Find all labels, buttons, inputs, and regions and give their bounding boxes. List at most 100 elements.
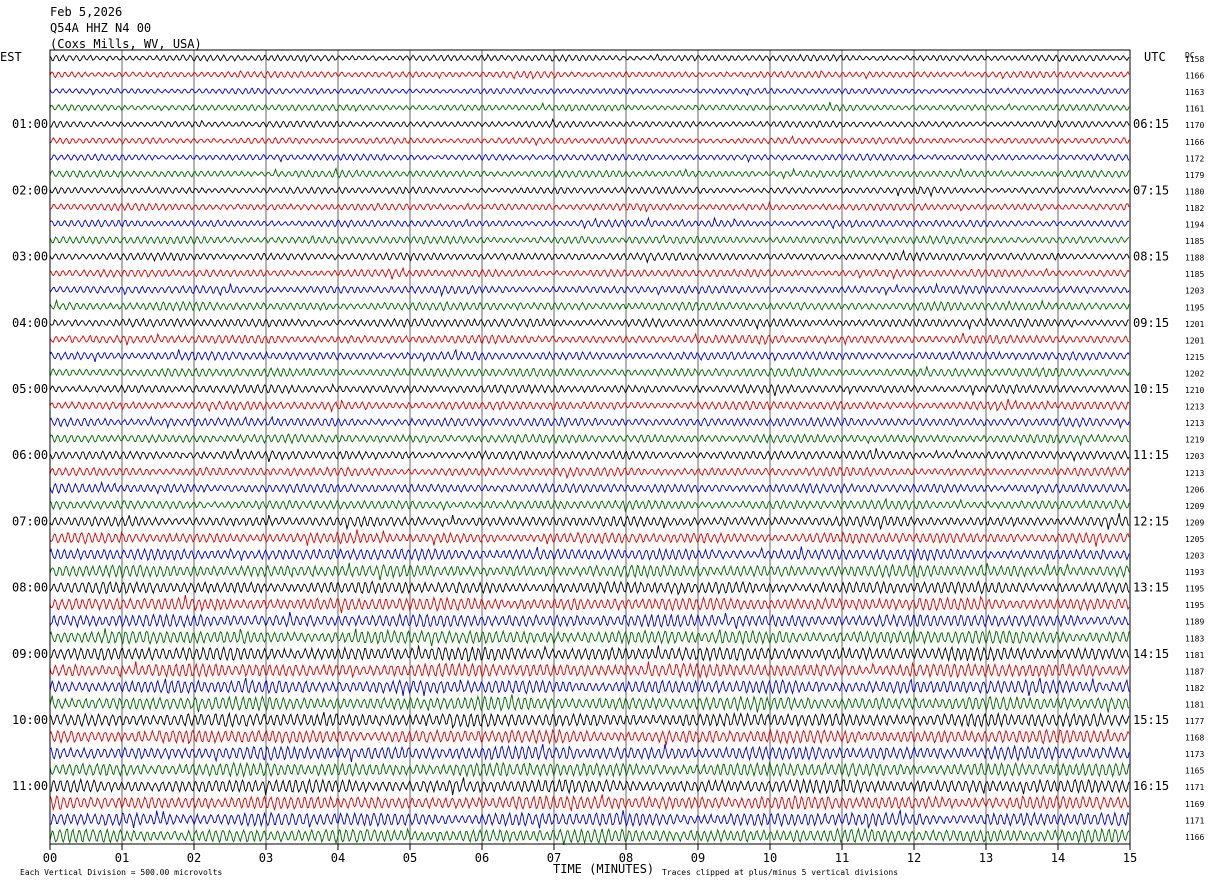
- seismic-trace: [49, 661, 1130, 680]
- dc-offset-value: 1166: [1185, 833, 1204, 842]
- est-hour-label: 01:00: [12, 117, 48, 131]
- dc-offset-value: 1209: [1185, 518, 1204, 527]
- dc-offset-value: 1166: [1185, 72, 1204, 81]
- seismic-trace: [49, 728, 1130, 746]
- dc-offset-value: 1161: [1185, 105, 1204, 114]
- dc-offset-value: 1210: [1185, 386, 1204, 395]
- chart-header: Feb 5,2026 Q54A HHZ N4 00 (Coxs Mills, W…: [50, 4, 202, 52]
- dc-offset-value: 1171: [1185, 783, 1204, 792]
- station-code: Q54A HHZ N4 00: [50, 21, 152, 35]
- utc-hour-label: 10:15: [1133, 382, 1169, 396]
- utc-hour-label: 15:15: [1133, 713, 1169, 727]
- dc-offset-value: 1188: [1185, 254, 1204, 263]
- seismic-trace: [49, 167, 1130, 180]
- seismic-trace: [50, 777, 1130, 796]
- dc-offset-value: 1213: [1185, 469, 1204, 478]
- seismic-trace: [49, 415, 1130, 430]
- dc-offset-value: 1209: [1185, 502, 1204, 511]
- seismic-trace: [50, 808, 1130, 829]
- dc-offset-value: 1201: [1185, 320, 1204, 329]
- x-tick-label: 12: [907, 851, 921, 865]
- est-hour-label: 03:00: [12, 250, 48, 264]
- seismic-trace: [49, 711, 1130, 730]
- x-tick-label: 07: [547, 851, 561, 865]
- dc-offset-value: 1183: [1185, 634, 1204, 643]
- dc-offset-value: 1194: [1185, 221, 1204, 230]
- x-tick-label: 09: [691, 851, 705, 865]
- dc-offset-value: 1215: [1185, 353, 1204, 362]
- seismic-trace: [49, 298, 1130, 312]
- utc-hour-label: 07:15: [1133, 183, 1169, 197]
- dc-offset-value: 1173: [1185, 750, 1204, 759]
- dc-offset-value: 1163: [1185, 88, 1204, 97]
- utc-hour-label: 16:15: [1133, 779, 1169, 793]
- utc-hour-label: 12:15: [1133, 514, 1169, 528]
- dc-offset-value: 1182: [1185, 684, 1204, 693]
- est-axis-title: EST: [0, 50, 22, 64]
- dc-offset-value: 1213: [1185, 403, 1204, 412]
- dc-offset-value: 1172: [1185, 154, 1204, 163]
- seismic-trace: [49, 513, 1130, 531]
- seismic-trace: [49, 743, 1130, 763]
- dc-offset-value: 1171: [1185, 816, 1204, 825]
- seismic-trace: [49, 529, 1130, 547]
- dc-offset-value: 1195: [1185, 601, 1204, 610]
- trace-group: [49, 53, 1130, 846]
- seismic-trace: [49, 249, 1130, 265]
- x-tick-label: 14: [1051, 851, 1065, 865]
- x-tick-label: 06: [475, 851, 489, 865]
- dc-offset-value: 1203: [1185, 452, 1204, 461]
- dc-offset-labels: 1158 1166 1163 1161 1170 1166 1172 1179 1180 1182…: [1185, 55, 1204, 842]
- seismic-trace: [49, 628, 1130, 647]
- dc-offset-value: 1166: [1185, 138, 1204, 147]
- dc-offset-value: 1179: [1185, 171, 1204, 180]
- seismic-trace: [49, 101, 1130, 113]
- x-tick-label: 04: [331, 851, 345, 865]
- utc-hour-label: 14:15: [1133, 647, 1169, 661]
- dc-offset-value: 1181: [1185, 651, 1204, 660]
- seismic-trace: [49, 580, 1130, 596]
- dc-offset-value: 1181: [1185, 700, 1204, 709]
- dc-offset-value: 1170: [1185, 121, 1204, 130]
- seismic-trace: [49, 348, 1130, 363]
- seismic-trace: [49, 117, 1130, 129]
- seismic-trace: [49, 466, 1130, 480]
- dc-offset-value: 1201: [1185, 336, 1204, 345]
- seismic-trace: [49, 562, 1130, 581]
- seismic-trace: [49, 233, 1130, 245]
- seismic-trace: [49, 366, 1130, 378]
- seismic-trace: [49, 282, 1130, 298]
- seismic-trace: [49, 266, 1130, 281]
- est-hour-label: 07:00: [12, 514, 48, 528]
- dc-offset-value: 1195: [1185, 585, 1204, 594]
- dc-offset-value: 1177: [1185, 717, 1204, 726]
- seismic-trace: [49, 185, 1130, 198]
- seismic-trace: [49, 134, 1130, 147]
- seismic-trace: [49, 595, 1130, 614]
- x-tick-label: 11: [835, 851, 849, 865]
- seismic-trace: [49, 216, 1130, 230]
- x-tick-label: 00: [43, 851, 57, 865]
- est-hour-label: 02:00: [12, 183, 48, 197]
- seismic-trace: [49, 448, 1130, 463]
- station-location: (Coxs Mills, WV, USA): [50, 37, 202, 51]
- dc-offset-value: 1182: [1185, 204, 1204, 213]
- x-tick-label: 02: [187, 851, 201, 865]
- dc-offset-value: 1158: [1185, 55, 1204, 64]
- utc-hour-label: 09:15: [1133, 316, 1169, 330]
- seismic-trace: [49, 433, 1130, 447]
- utc-hour-label: 06:15: [1133, 117, 1169, 131]
- seismic-trace: [49, 677, 1130, 696]
- seismic-trace: [49, 382, 1130, 397]
- dc-offset-value: 1187: [1185, 667, 1204, 676]
- x-axis-title: TIME (MINUTES): [553, 862, 654, 876]
- seismic-trace: [49, 761, 1130, 778]
- dc-offset-value: 1168: [1185, 734, 1204, 743]
- utc-hour-labels: 06:15 07:15 08:15 09:15 10:15 11:15 12:15 13:15…: [1133, 117, 1169, 793]
- chart-date: Feb 5,2026: [50, 5, 123, 19]
- dc-offset-value: 1213: [1185, 419, 1204, 428]
- seismic-trace: [49, 70, 1130, 80]
- est-hour-label: 05:00: [12, 382, 48, 396]
- dc-offset-value: 1195: [1185, 303, 1204, 312]
